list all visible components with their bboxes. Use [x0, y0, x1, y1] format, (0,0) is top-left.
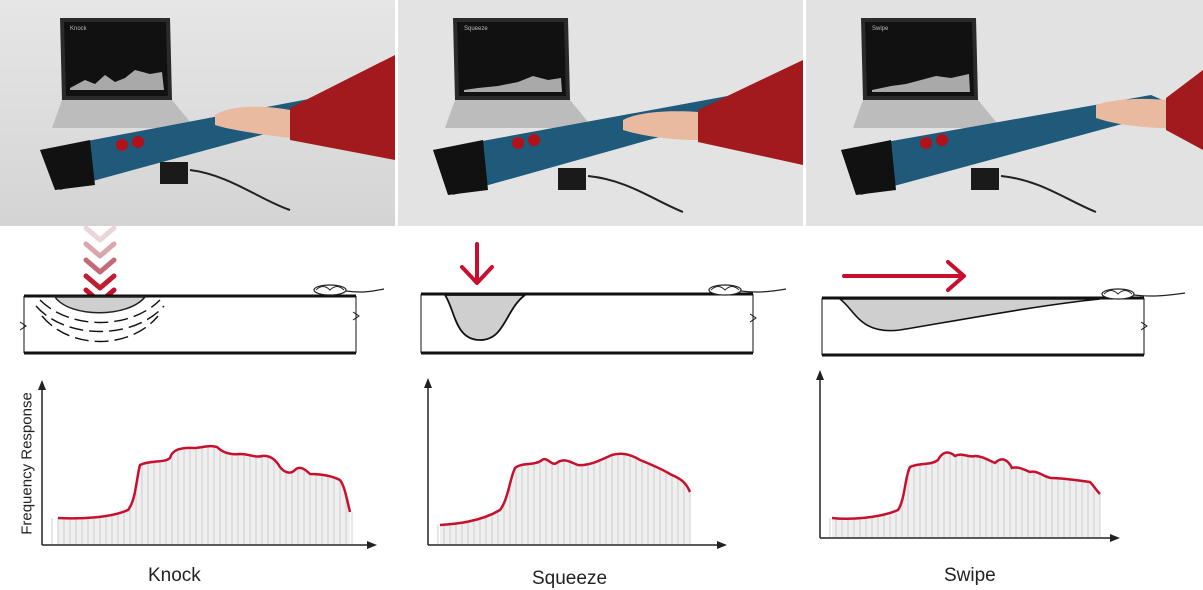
label-knock: Knock	[148, 565, 201, 586]
y-axis-title: Frequency Response	[18, 392, 36, 535]
knock-frequency-graph	[38, 380, 377, 549]
knock-chevron-arrows	[83, 225, 117, 305]
photo-squeeze: Squeeze	[398, 0, 803, 226]
squeeze-cross-section	[420, 242, 787, 355]
label-squeeze: Squeeze	[532, 568, 608, 589]
photo-knock: Knock	[0, 0, 395, 226]
laptop-screen-title: Swipe	[872, 26, 889, 32]
sensor-icon	[708, 284, 787, 296]
swipe-cross-section	[821, 260, 1186, 357]
squeeze-arrow	[460, 242, 494, 285]
laptop-screen-title: Knock	[70, 26, 88, 32]
sensor-icon	[313, 284, 385, 296]
knock-cross-section	[19, 225, 385, 355]
label-swipe: Swipe	[944, 565, 996, 586]
sensor-icon	[1101, 288, 1186, 300]
laptop-screen-title: Squeeze	[464, 26, 488, 32]
photo-swipe: Swipe	[806, 0, 1203, 226]
squeeze-frequency-graph	[424, 378, 727, 549]
swipe-frequency-graph	[816, 370, 1120, 542]
swipe-arrow	[842, 260, 966, 292]
